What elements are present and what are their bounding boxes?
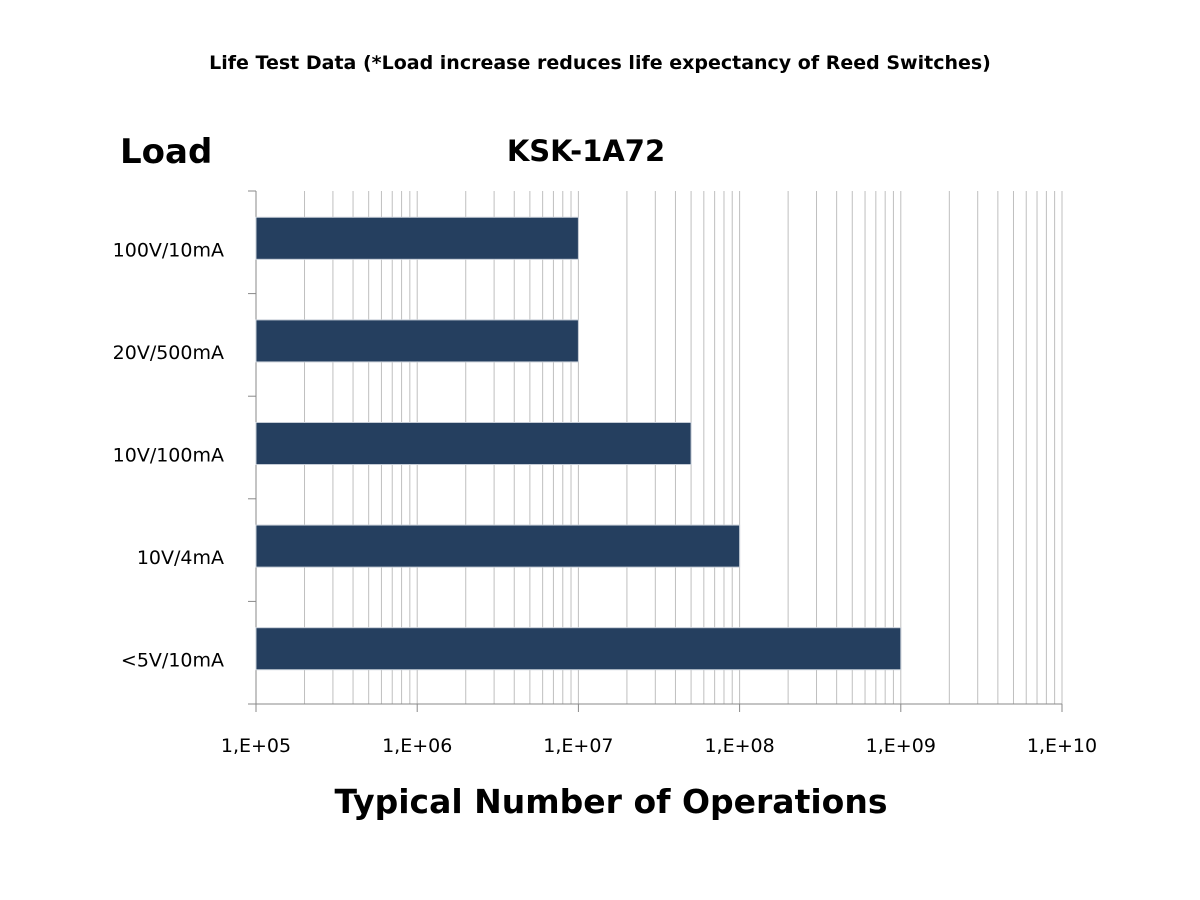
y-tick-label: 100V/10mA [113, 239, 224, 261]
bar [255, 216, 579, 260]
y-tick-label: <5V/10mA [121, 650, 224, 672]
y-axis-label: Load [120, 132, 213, 172]
x-axis-label: Typical Number of Operations [334, 782, 888, 821]
x-tick-label: 1,E+08 [704, 735, 774, 757]
bar [255, 422, 692, 465]
x-tick-label: 1,E+06 [382, 735, 452, 757]
chart-subtitle: KSK-1A72 [506, 134, 666, 168]
bar [255, 524, 741, 568]
x-tick-label: 1,E+10 [1027, 735, 1097, 757]
x-tick-label: 1,E+07 [543, 735, 613, 757]
bar [255, 319, 579, 363]
y-tick-label: 10V/100mA [113, 445, 224, 467]
y-tick-label: 20V/500mA [113, 342, 224, 364]
y-tick-label: 10V/4mA [137, 547, 224, 569]
chart-title: Life Test Data (*Load increase reduces l… [209, 52, 991, 74]
bar [255, 627, 902, 671]
x-tick-label: 1,E+09 [866, 735, 936, 757]
x-tick-label: 1,E+05 [221, 735, 291, 757]
